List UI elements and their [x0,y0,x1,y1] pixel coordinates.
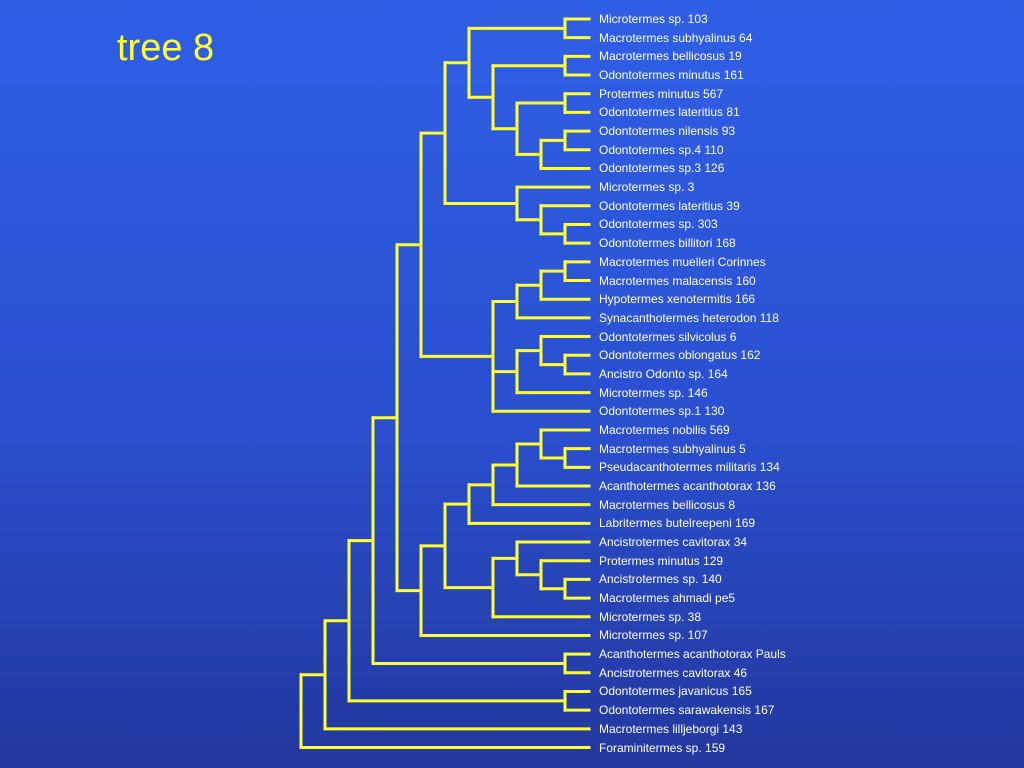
taxon-label: Microtermes sp. 103 [599,12,708,26]
taxon-label: Macrotermes bellicosus 19 [599,49,742,64]
taxon-label: Odontotermes billitori 168 [599,236,736,251]
taxon-label: Ancistrotermes cavitorax 34 [599,535,748,550]
taxon-label: Macrotermes muelleri Corinnes [599,254,766,269]
taxon-label: Microtermes sp. 107 [599,628,708,643]
taxon-label: Macrotermes subhyalinus 64 [599,30,753,45]
taxon-label: Protermes minutus 567 [599,86,724,101]
taxon-label: Microtermes sp. 146 [599,385,708,400]
taxon-label: Microtermes sp. 3 [599,180,695,195]
taxon-label: Acanthotermes acanthotorax Pauls [599,647,786,662]
taxon-label: Odontotermes javanicus 165 [599,684,752,699]
taxon-label: Foraminitermes sp. 159 [599,740,726,755]
taxon-label: Ancistrotermes sp. 140 [599,572,722,587]
taxon-label: Odontotermes sp.4 110 [599,142,724,157]
taxon-label: Acanthotermes acanthotorax 136 [599,479,776,493]
taxon-label: Ancistrotermes cavitorax 46 [599,665,748,680]
taxon-label: Odontotermes sp. 303 [599,217,718,232]
taxon-label: Synacanthotermes heterodon 118 [599,310,779,325]
taxon-label: Microtermes sp. 38 [599,609,702,624]
taxon-label: Odontotermes sarawakensis 167 [599,703,775,718]
taxon-label: Odontotermes nilensis 93 [599,124,736,139]
taxon-label: Pseudacanthotermes militaris 134 [599,460,780,475]
taxon-label: Odontotermes sp.1 130 [599,404,725,419]
taxon-label: Labritermes butelreepeni 169 [599,516,756,531]
taxon-label: Odontotermes oblongatus 162 [599,348,761,363]
slide-title: tree 8 [117,27,215,69]
taxon-label: Macrotermes malacensis 160 [599,273,756,288]
taxon-label: Odontotermes silvicolus 6 [599,329,737,344]
taxon-label: Odontotermes minutus 161 [599,68,744,83]
taxon-label: Macrotermes nobilis 569 [599,422,730,437]
taxon-label: Ancistro Odonto sp. 164 [599,366,728,381]
taxon-label: Protermes minutus 129 [599,553,724,568]
taxon-label: Odontotermes lateritius 39 [599,198,740,213]
taxon-label: Macrotermes ahmadi pe5 [599,591,736,606]
taxon-label: Macrotermes subhyalinus 5 [599,441,746,456]
taxon-label: Macrotermes lilljeborgi 143 [599,721,743,736]
taxon-label: Macrotermes bellicosus 8 [599,497,736,512]
taxon-label: Hypotermes xenotermitis 166 [599,292,756,307]
taxon-label: Odontotermes sp.3 126 [599,161,725,176]
taxon-label: Odontotermes lateritius 81 [599,105,740,120]
